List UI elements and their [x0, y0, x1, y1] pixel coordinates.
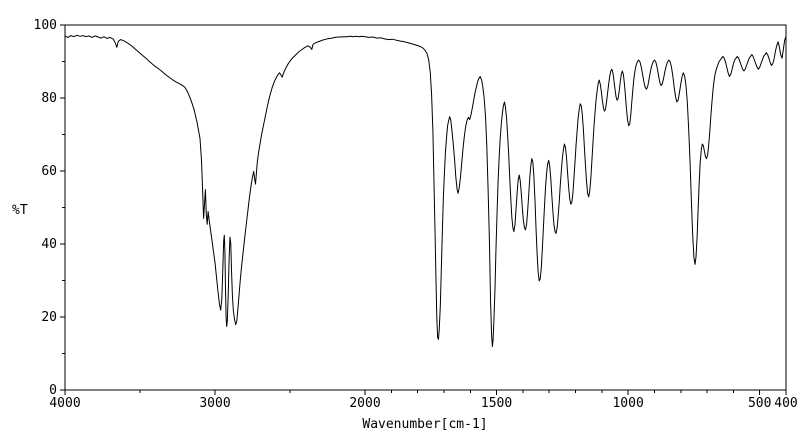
x-tick-label: 2000 [349, 396, 380, 411]
y-tick-label: 100 [34, 18, 57, 33]
y-tick-label: 60 [41, 164, 57, 179]
x-axis-title: Wavenumber[cm-1] [362, 417, 487, 432]
x-tick-label: 400 [774, 396, 797, 411]
y-tick-label: 0 [49, 383, 57, 398]
y-tick-label: 80 [41, 91, 57, 106]
y-tick-label: 40 [41, 237, 57, 252]
x-tick-label: 1500 [481, 396, 512, 411]
y-tick-label: 20 [41, 310, 57, 325]
x-tick-label: 1000 [612, 396, 643, 411]
x-tick-label: 3000 [199, 396, 230, 411]
spectrum-trace [64, 34, 787, 348]
x-tick-label: 4000 [49, 396, 80, 411]
y-axis-title: %T [12, 203, 28, 218]
axis-ticks [60, 24, 787, 395]
x-tick-label: 500 [748, 396, 771, 411]
